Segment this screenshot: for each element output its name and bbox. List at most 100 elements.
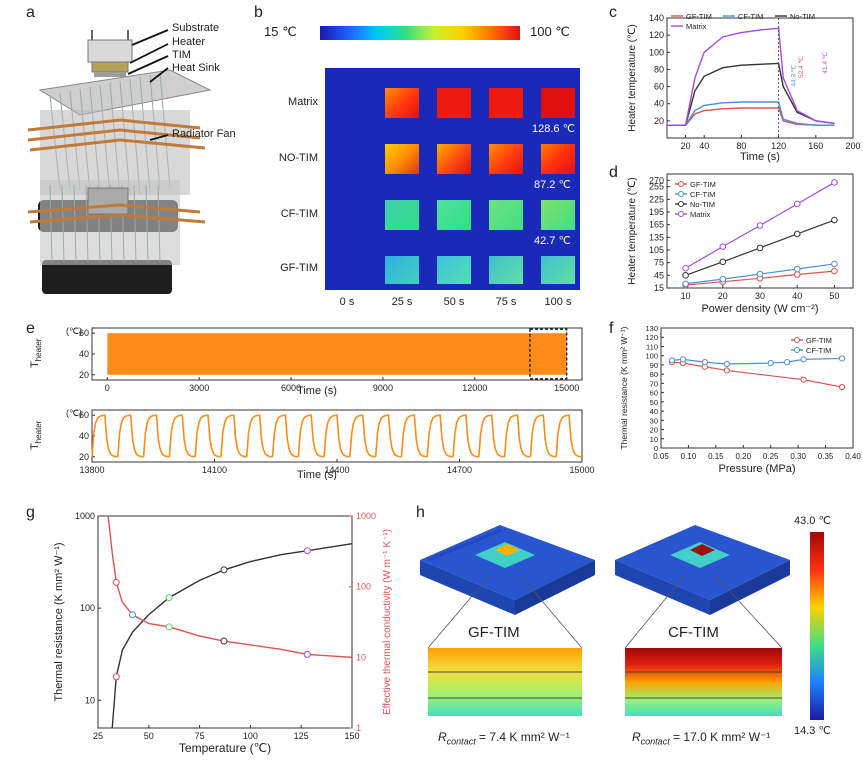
x-tick-label: 0.25 — [763, 452, 779, 461]
x-tick-label: 150 — [344, 731, 359, 741]
panel-e: e 0 3000 6000 9000 12000 15000 20 40 60 Time (s) T… — [0, 318, 600, 480]
y-tick-label: 100 — [80, 603, 95, 613]
y-tick-label: 40 — [650, 407, 658, 416]
data-point — [793, 271, 801, 278]
gf-tim-title: GF-TIM — [465, 624, 523, 641]
y-unit-label: (℃) — [66, 326, 82, 336]
y-axis-label-right: Effective thermal conductivity (W m⁻¹ K⁻… — [382, 529, 393, 715]
temperature-scale-bar — [810, 532, 824, 720]
series-line-gf-tim — [667, 107, 835, 126]
chart-e-bottom: 13800 14100 14400 14700 15000 20 40 60 Time (s) T… — [29, 408, 595, 480]
final-temp-matrix: 128.6 ℃ — [532, 123, 575, 135]
y-tick-label: 100 — [645, 352, 658, 361]
y-tick-label: 1000 — [75, 511, 95, 521]
panel-label-e: e — [26, 320, 35, 337]
legend-label: CF-TIM — [806, 346, 831, 355]
ir-tile — [541, 200, 575, 230]
x-tick-label: 20 — [718, 291, 728, 301]
time-label: 50 s — [443, 296, 465, 308]
legend-label: CF-TIM — [690, 190, 715, 199]
data-point — [303, 547, 311, 555]
data-point — [831, 260, 838, 268]
time-label: 75 s — [495, 296, 517, 308]
y-tick-label: 80 — [650, 370, 658, 379]
legend-label: CF-TIM — [738, 12, 763, 21]
x-tick-label: 9000 — [373, 383, 393, 393]
data-point — [129, 611, 137, 619]
time-label: 25 s — [391, 296, 413, 308]
time-label: 100 s — [544, 296, 572, 308]
legend-label: GF-TIM — [686, 12, 712, 21]
panel-d: d 10 20 30 40 50 15 45 75 105 135 165 195 225 255 270 P… — [605, 160, 863, 320]
y-tick-label: 60 — [79, 328, 89, 338]
x-tick-label: 15000 — [569, 465, 594, 475]
data-point — [838, 355, 846, 362]
ir-tile — [489, 256, 523, 284]
ir-tile — [541, 88, 575, 118]
data-point — [719, 275, 727, 283]
panel-h: h — [410, 500, 863, 760]
color-scale-bar — [320, 26, 520, 40]
callout-heat-sink: Heat Sink — [172, 62, 220, 74]
plot-frame — [666, 17, 854, 139]
x-axis-label: Time (s) — [297, 469, 337, 480]
y-tick-label: 15 — [654, 283, 664, 293]
y-tick-label: 105 — [649, 245, 664, 255]
data-point — [831, 267, 838, 275]
panel-g: g 25 50 75 100 125 150 10 100 1000 1 10 100 1000 Temp… — [0, 500, 410, 760]
gf-cross-section — [428, 648, 582, 716]
row-label-gf-tim: GF-TIM — [280, 262, 318, 274]
plot-frame — [660, 327, 854, 449]
x-tick-label: 0.15 — [708, 452, 724, 461]
y-tick-label: 60 — [650, 389, 658, 398]
data-point — [679, 356, 687, 363]
x-tick-label: 100 — [243, 731, 258, 741]
y-tick-label: 10 — [85, 695, 95, 705]
y-tick-label: 195 — [649, 207, 664, 217]
x-tick-label: 0.30 — [790, 452, 806, 461]
y-axis-label: Thermal resistance (K mm² W⁻¹) — [53, 542, 65, 701]
y-tick-label: 135 — [649, 232, 664, 242]
y-tick-label: 80 — [654, 64, 664, 74]
data-point — [767, 359, 774, 367]
ir-tile — [541, 256, 575, 284]
final-temp-no-tim: 87.2 ℃ — [534, 179, 571, 191]
y-axis-label: Heater temperature (℃) — [627, 177, 638, 284]
y-tick-label: 40 — [654, 99, 664, 109]
x-tick-label: 14700 — [447, 465, 472, 475]
data-point — [682, 272, 689, 279]
legend-marker — [678, 201, 684, 207]
y-tick-label: 110 — [646, 342, 658, 351]
y-tick-label: 50 — [650, 398, 658, 407]
data-point — [793, 265, 801, 273]
data-point — [756, 244, 764, 252]
y-axis-label: Theater — [29, 420, 43, 450]
ir-tile — [541, 144, 575, 174]
x-tick-label: 0.40 — [845, 452, 861, 461]
final-temp-gf-tim: 34.8 ℃ — [534, 289, 571, 301]
y-tick-label: 100 — [356, 582, 371, 592]
annotation-label: 52.4 ℃ — [798, 56, 805, 78]
y-tick-label: 45 — [654, 270, 664, 280]
panel-a: a — [0, 0, 250, 300]
y-tick-label: 20 — [79, 452, 89, 462]
y-tick-label: 40 — [79, 349, 89, 359]
scale-max-label: 43.0 ℃ — [794, 515, 831, 527]
y-axis-label: Thermal resistance (K mm² W⁻¹) — [619, 326, 629, 449]
chart-g: 25 50 75 100 125 150 10 100 1000 1 10 100 1000 Temper… — [53, 511, 393, 755]
series-line-resistance — [111, 543, 353, 729]
row-label-no-tim: NO-TIM — [278, 152, 318, 164]
gf-rcontact-caption: Rcontact = 7.4 K mm² W⁻¹ — [438, 730, 570, 747]
x-tick-label: 0.20 — [735, 452, 751, 461]
x-tick-label: 14400 — [324, 465, 349, 475]
x-tick-label: 12000 — [462, 383, 487, 393]
x-tick-label: 0.05 — [653, 452, 669, 461]
panel-label-a: a — [26, 4, 35, 21]
y-tick-label: 225 — [649, 194, 664, 204]
cf-cross-section — [625, 648, 782, 716]
legend-label: No-TIM — [690, 200, 715, 209]
data-point — [719, 243, 727, 250]
series-line-matrix — [667, 27, 835, 126]
x-axis-label: Pressure (MPa) — [718, 463, 795, 475]
ir-tile — [385, 200, 419, 230]
